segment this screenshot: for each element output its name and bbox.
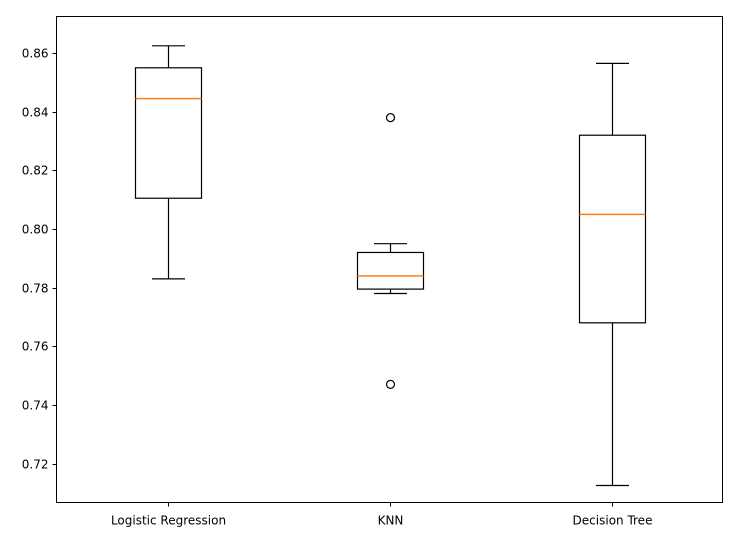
box-knn xyxy=(356,113,425,389)
x-tick-label: Logistic Regression xyxy=(111,514,226,528)
y-tick-label: 0.80 xyxy=(22,223,49,237)
outlier-point xyxy=(385,379,396,389)
y-axis: 0.72 0.74 0.76 0.78 0.80 0.82 0.84 0.86 xyxy=(22,47,57,472)
iqr-box xyxy=(134,67,203,199)
outlier-point xyxy=(385,113,396,123)
y-tick-label: 0.76 xyxy=(22,340,49,354)
x-tick-label: KNN xyxy=(378,514,404,528)
y-tick-label: 0.82 xyxy=(22,164,49,178)
iqr-box xyxy=(356,251,425,290)
y-tick-label: 0.74 xyxy=(22,399,49,413)
plot-area-frame xyxy=(56,16,723,503)
x-axis: Logistic Regression KNN Decision Tree xyxy=(111,502,653,528)
iqr-box xyxy=(578,134,647,324)
box-decision-tree xyxy=(578,62,647,487)
y-tick-label: 0.72 xyxy=(22,458,49,472)
y-tick-label: 0.78 xyxy=(22,282,49,296)
y-tick-label: 0.86 xyxy=(22,47,49,61)
box-series xyxy=(134,45,647,487)
y-tick-label: 0.84 xyxy=(22,106,49,120)
box-logistic-regression xyxy=(134,45,203,280)
x-tick-label: Decision Tree xyxy=(573,514,653,528)
